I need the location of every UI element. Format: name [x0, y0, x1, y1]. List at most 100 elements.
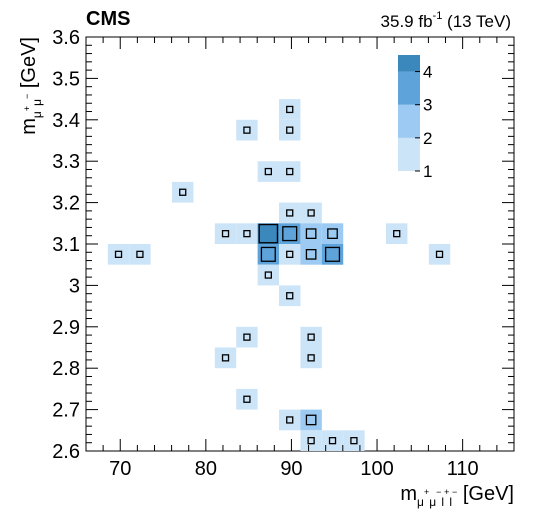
heatmap-cell [236, 388, 258, 410]
heatmap-cell [300, 202, 322, 224]
cell-box-marker [324, 246, 341, 262]
heatmap-cell [300, 223, 322, 244]
heatmap-cell [279, 119, 301, 141]
y-axis-ticks: 2.6 2.7 2.8 2.9 3 3.1 3.2 3.3 3.4 3.5 3.6 [52, 27, 514, 463]
cell-box-marker [286, 250, 294, 259]
heatmap-cell [172, 181, 194, 203]
heatmap-cell [279, 223, 301, 244]
heatmap-cell [236, 119, 258, 141]
heatmap-cell [279, 244, 301, 265]
cell-box-marker [286, 126, 294, 134]
cell-fill [279, 409, 301, 431]
heatmap-cell [257, 161, 280, 182]
cell-box-marker [243, 126, 251, 134]
y-tick-label: 3.3 [52, 151, 80, 173]
heatmap-cell [236, 326, 258, 348]
cell-box-marker [221, 229, 230, 238]
cell-box-marker [307, 436, 315, 445]
heatmap-cell [321, 223, 344, 244]
heatmap-cell [386, 223, 408, 244]
heatmap-cell [257, 223, 280, 244]
cell-box-marker [114, 250, 123, 259]
heatmap-cell [257, 244, 280, 265]
heatmap-cell [300, 326, 322, 348]
cell-box-marker [305, 228, 317, 239]
cell-box-marker [393, 229, 401, 238]
cell-box-marker [307, 209, 315, 217]
cell-fill [300, 244, 322, 265]
cell-box-marker [286, 292, 294, 300]
cell-fill [129, 244, 151, 265]
color-scale-tick-label: 2 [423, 129, 432, 148]
cell-box-marker [305, 248, 317, 260]
y-tick-label: 3 [69, 275, 80, 297]
cell-fill [257, 223, 280, 244]
cell-fill [321, 244, 344, 265]
color-scale-band [398, 104, 420, 138]
cell-box-marker [258, 223, 279, 244]
y-tick-label: 2.9 [52, 317, 80, 339]
heatmap-cell [428, 244, 451, 265]
cell-box-marker [286, 209, 294, 217]
cell-fill [279, 119, 301, 141]
cell-fill [257, 244, 280, 265]
cell-fill [257, 264, 280, 286]
color-scale-tick-label: 3 [423, 96, 432, 115]
cell-box-marker [327, 228, 338, 239]
cell-box-marker [350, 436, 358, 445]
x-tick-label: 110 [447, 458, 479, 480]
cell-fill [386, 223, 408, 244]
color-scale-band [398, 137, 420, 171]
cell-fill [300, 223, 322, 244]
color-scale-band [398, 55, 420, 72]
cell-fill [300, 347, 322, 369]
cell-box-marker [328, 436, 337, 445]
cell-fill [279, 244, 301, 265]
cell-fill [236, 388, 258, 410]
cell-fill [236, 119, 258, 141]
cell-fill [343, 430, 365, 451]
x-axis-title: mμ+μ−l+l− [GeV] [400, 483, 514, 509]
cell-box-marker [179, 188, 187, 196]
heatmap-cell [279, 99, 301, 120]
cell-box-marker [264, 167, 272, 176]
cell-box-marker [286, 105, 294, 114]
cell-fill [321, 223, 344, 244]
heatmap-cell [279, 285, 301, 307]
luminosity-exponent: -1 [433, 10, 443, 22]
cell-box-marker [307, 354, 315, 362]
heatmap-cell [279, 202, 301, 224]
cell-fill [300, 430, 322, 451]
cell-fill [214, 347, 237, 369]
x-tick-label: 70 [109, 458, 131, 480]
cell-fill [279, 202, 301, 224]
luminosity-prefix: 35.9 fb [381, 12, 433, 31]
heatmap-cell [214, 223, 237, 244]
heatmap-cell [279, 409, 301, 431]
y-tick-label: 2.8 [52, 358, 80, 380]
experiment-label: CMS [86, 8, 130, 30]
cell-box-marker [264, 271, 272, 279]
y-tick-label: 2.6 [52, 441, 80, 463]
heatmap-cell [300, 244, 322, 265]
y-tick-label: 3.6 [52, 27, 80, 49]
y-axis-title: mμ+μ− [GeV] [18, 37, 44, 135]
color-scale-band [398, 71, 420, 105]
cell-fill [279, 223, 301, 244]
heatmap-cell [214, 347, 237, 369]
cell-fill [300, 409, 322, 431]
cell-box-marker [435, 250, 444, 259]
heatmap-cell [300, 430, 322, 451]
x-tick-label: 100 [360, 458, 393, 480]
cell-box-marker [286, 416, 294, 424]
y-tick-label: 3.2 [52, 193, 80, 215]
cell-fill [214, 223, 237, 244]
cell-box-marker [305, 414, 317, 426]
color-scale-tick-label: 1 [423, 162, 432, 181]
heatmap-cell [129, 244, 151, 265]
cell-box-marker [243, 333, 251, 341]
y-tick-label: 3.1 [52, 234, 80, 256]
cell-box-marker [282, 226, 298, 242]
cell-box-marker [286, 167, 294, 176]
cell-box-marker [243, 395, 251, 403]
